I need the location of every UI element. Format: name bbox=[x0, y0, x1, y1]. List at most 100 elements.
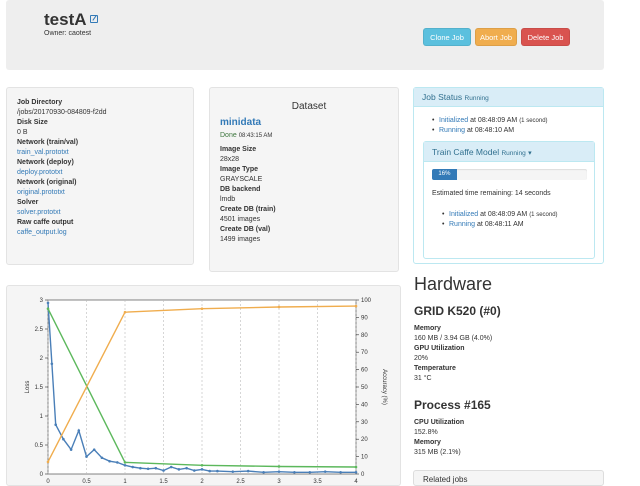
dataset-status-text: Done bbox=[220, 132, 237, 139]
chevron-down-icon[interactable]: ▾ bbox=[528, 150, 532, 157]
data-point-val_loss bbox=[354, 465, 358, 469]
event-status: Initialized bbox=[439, 117, 469, 124]
image-type-label: Image Type bbox=[220, 166, 258, 173]
process-memory-value: 315 MB (2.1%) bbox=[414, 449, 461, 456]
dataset-heading: Dataset bbox=[291, 101, 327, 112]
y2-tick-label: 60 bbox=[361, 368, 368, 374]
raw-output-link[interactable]: caffe_output.log bbox=[17, 229, 67, 236]
image-type-value: GRAYSCALE bbox=[220, 176, 263, 183]
data-point-train_loss bbox=[54, 423, 57, 426]
delete-job-button[interactable]: Delete Job bbox=[521, 28, 570, 46]
edit-icon[interactable] bbox=[90, 15, 98, 23]
gpu-memory-label: Memory bbox=[414, 325, 441, 332]
y2-tick-label: 0 bbox=[361, 472, 365, 478]
event-duration: (1 second) bbox=[519, 118, 548, 124]
abort-job-button[interactable]: Abort Job bbox=[475, 28, 517, 46]
x-tick-label: 0 bbox=[46, 479, 50, 485]
y2-tick-label: 80 bbox=[361, 333, 368, 339]
y-tick-label: 2 bbox=[40, 356, 44, 362]
network-train-label: Network (train/val) bbox=[17, 139, 79, 146]
data-point-accuracy bbox=[354, 304, 358, 308]
network-original-label: Network (original) bbox=[17, 179, 77, 186]
event-status: Initialized bbox=[449, 211, 479, 218]
job-header: testA Owner: caotest Clone Job Abort Job… bbox=[6, 0, 604, 70]
network-deploy-link[interactable]: deploy.prototxt bbox=[17, 169, 63, 176]
gpu-utilization-label: GPU Utilization bbox=[414, 345, 465, 352]
db-backend-label: DB backend bbox=[220, 186, 261, 193]
y2-tick-label: 20 bbox=[361, 437, 368, 443]
dataset-panel: Dataset minidata Done 08:43:15 AM Image … bbox=[209, 87, 399, 272]
solver-label: Solver bbox=[17, 199, 39, 206]
event-duration: (1 second) bbox=[529, 212, 558, 218]
y2-axis-label: Accuracy (%) bbox=[381, 369, 387, 405]
y2-tick-label: 100 bbox=[361, 298, 372, 304]
training-chart[interactable]: 0 0.5 1 1.5 2 2.5 3 3.5 400.511.522.530102030405… bbox=[7, 286, 402, 486]
data-point-train_loss bbox=[262, 470, 265, 474]
x-tick-label: 1 bbox=[123, 479, 127, 485]
event-status: Running bbox=[449, 221, 476, 228]
data-point-train_loss bbox=[116, 461, 119, 464]
x-tick-label: 3 bbox=[277, 479, 281, 485]
x-tick-label: 0.5 bbox=[82, 479, 91, 485]
data-point-val_loss bbox=[46, 307, 50, 310]
train-task-events: Initialized at 08:48:09 AM (1 second) Ru… bbox=[424, 210, 594, 230]
data-point-train_loss bbox=[354, 470, 358, 474]
create-db-train-value: 4501 images bbox=[220, 216, 261, 223]
data-point-train_loss bbox=[169, 465, 173, 469]
eta-text: Estimated time remaining: 14 seconds bbox=[432, 190, 551, 197]
job-status-title: Job Status bbox=[422, 92, 463, 102]
job-status-events: Initialized at 08:48:09 AM (1 second) Ru… bbox=[414, 116, 603, 136]
related-jobs-heading[interactable]: Related jobs bbox=[413, 470, 604, 486]
list-item: Initialized at 08:48:09 AM (1 second) bbox=[432, 116, 603, 126]
y2-tick-label: 90 bbox=[361, 315, 368, 321]
disk-size-value: 0 B bbox=[17, 129, 28, 136]
create-db-val-label: Create DB (val) bbox=[220, 226, 271, 233]
y-tick-label: 0.5 bbox=[35, 443, 44, 449]
y-tick-label: 1.5 bbox=[35, 385, 44, 391]
data-point-train_loss bbox=[46, 301, 50, 305]
event-time: at 08:48:09 AM bbox=[470, 117, 518, 124]
data-point-train_loss bbox=[77, 429, 81, 432]
event-time: at 08:48:09 AM bbox=[480, 211, 528, 218]
x-tick-label: 1.5 bbox=[159, 479, 168, 485]
dataset-status-time: 08:43:15 AM bbox=[238, 133, 273, 139]
job-directory-label: Job Directory bbox=[17, 99, 63, 106]
gpu-stats: Memory 160 MB / 3.94 GB (4.0%) GPU Utili… bbox=[414, 324, 492, 384]
data-point-train_loss bbox=[108, 459, 111, 463]
data-point-train_loss bbox=[154, 466, 158, 470]
data-point-val_loss bbox=[200, 464, 204, 467]
data-point-train_loss bbox=[177, 468, 181, 471]
disk-size-label: Disk Size bbox=[17, 119, 48, 126]
data-point-accuracy bbox=[123, 310, 127, 314]
x-tick-label: 4 bbox=[354, 479, 358, 485]
create-db-train-label: Create DB (train) bbox=[220, 206, 276, 213]
y2-tick-label: 10 bbox=[361, 455, 368, 461]
solver-link[interactable]: solver.prototxt bbox=[17, 209, 61, 216]
raw-output-label: Raw caffe output bbox=[17, 219, 74, 226]
y2-tick-label: 30 bbox=[361, 420, 368, 426]
cpu-utilization-label: CPU Utilization bbox=[414, 419, 465, 426]
train-task-heading[interactable]: Train Caffe Model Running ▾ bbox=[424, 142, 594, 162]
clone-job-button[interactable]: Clone Job bbox=[423, 28, 471, 46]
process-heading: Process #165 bbox=[414, 398, 491, 412]
job-directory-value: /jobs/20170930-084809-f2dd bbox=[17, 109, 107, 116]
data-point-train_loss bbox=[123, 464, 127, 467]
dataset-link[interactable]: minidata bbox=[220, 117, 262, 128]
data-point-train_loss bbox=[231, 470, 235, 473]
network-original-link[interactable]: original.prototxt bbox=[17, 189, 65, 196]
event-status: Running bbox=[439, 127, 466, 134]
data-point-train_loss bbox=[293, 470, 296, 474]
network-train-link[interactable]: train_val.prototxt bbox=[17, 149, 69, 156]
create-db-val-value: 1499 images bbox=[220, 236, 261, 243]
data-point-train_loss bbox=[323, 470, 327, 473]
plot-area bbox=[47, 299, 357, 475]
x-tick-label: 2.5 bbox=[236, 479, 245, 485]
data-point-train_loss bbox=[85, 455, 88, 458]
job-owner: Owner: caotest bbox=[44, 30, 92, 37]
data-point-train_loss bbox=[246, 469, 250, 473]
y2-tick-label: 50 bbox=[361, 385, 368, 391]
data-point-accuracy bbox=[46, 460, 50, 464]
progress-bar: 16% bbox=[432, 169, 457, 180]
x-tick-label: 2 bbox=[200, 479, 204, 485]
data-point-train_loss bbox=[62, 437, 65, 441]
